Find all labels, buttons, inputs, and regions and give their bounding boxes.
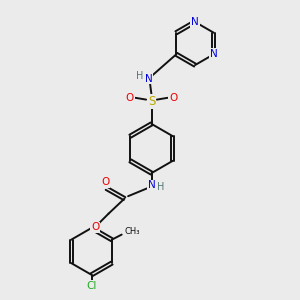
Text: O: O — [126, 93, 134, 103]
Text: N: N — [148, 180, 155, 190]
Text: CH₃: CH₃ — [125, 227, 140, 236]
Text: H: H — [136, 71, 144, 81]
Text: O: O — [169, 93, 177, 103]
Text: N: N — [145, 74, 152, 84]
Text: H: H — [157, 182, 164, 192]
Text: S: S — [148, 95, 155, 108]
Text: Cl: Cl — [86, 281, 97, 291]
Text: O: O — [91, 222, 100, 233]
Text: O: O — [101, 177, 109, 187]
Text: N: N — [210, 49, 218, 59]
Text: N: N — [191, 17, 199, 27]
